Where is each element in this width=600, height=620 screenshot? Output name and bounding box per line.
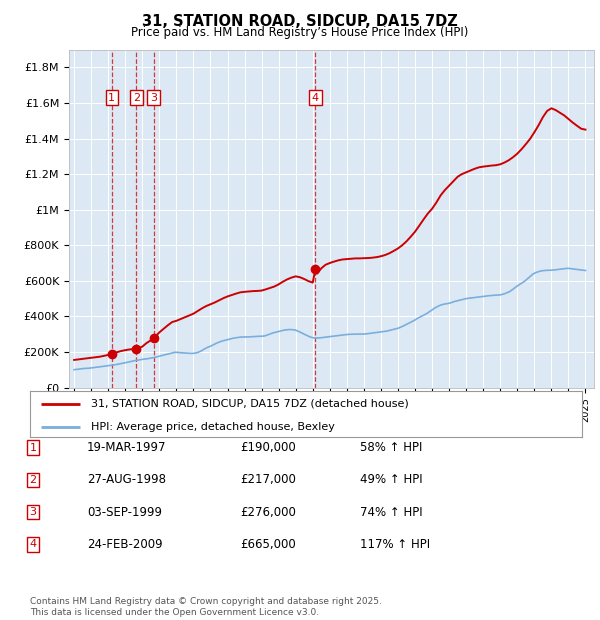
Text: Contains HM Land Registry data © Crown copyright and database right 2025.
This d: Contains HM Land Registry data © Crown c… [30,598,382,617]
Text: 24-FEB-2009: 24-FEB-2009 [87,538,163,551]
Text: 1: 1 [29,443,37,453]
Text: 1: 1 [108,92,115,103]
Text: £665,000: £665,000 [240,538,296,551]
Text: 4: 4 [29,539,37,549]
Text: 2: 2 [29,475,37,485]
Text: 4: 4 [312,92,319,103]
Text: £276,000: £276,000 [240,506,296,518]
Text: HPI: Average price, detached house, Bexley: HPI: Average price, detached house, Bexl… [91,422,335,432]
Text: 03-SEP-1999: 03-SEP-1999 [87,506,162,518]
Text: 2: 2 [133,92,140,103]
Text: 58% ↑ HPI: 58% ↑ HPI [360,441,422,454]
Text: 31, STATION ROAD, SIDCUP, DA15 7DZ: 31, STATION ROAD, SIDCUP, DA15 7DZ [142,14,458,29]
Text: £217,000: £217,000 [240,474,296,486]
Text: 117% ↑ HPI: 117% ↑ HPI [360,538,430,551]
Text: 49% ↑ HPI: 49% ↑ HPI [360,474,422,486]
Text: 74% ↑ HPI: 74% ↑ HPI [360,506,422,518]
Text: 3: 3 [29,507,37,517]
Text: Price paid vs. HM Land Registry’s House Price Index (HPI): Price paid vs. HM Land Registry’s House … [131,26,469,39]
Text: 27-AUG-1998: 27-AUG-1998 [87,474,166,486]
Text: 19-MAR-1997: 19-MAR-1997 [87,441,167,454]
Text: 3: 3 [150,92,157,103]
Text: 31, STATION ROAD, SIDCUP, DA15 7DZ (detached house): 31, STATION ROAD, SIDCUP, DA15 7DZ (deta… [91,399,409,409]
Text: £190,000: £190,000 [240,441,296,454]
